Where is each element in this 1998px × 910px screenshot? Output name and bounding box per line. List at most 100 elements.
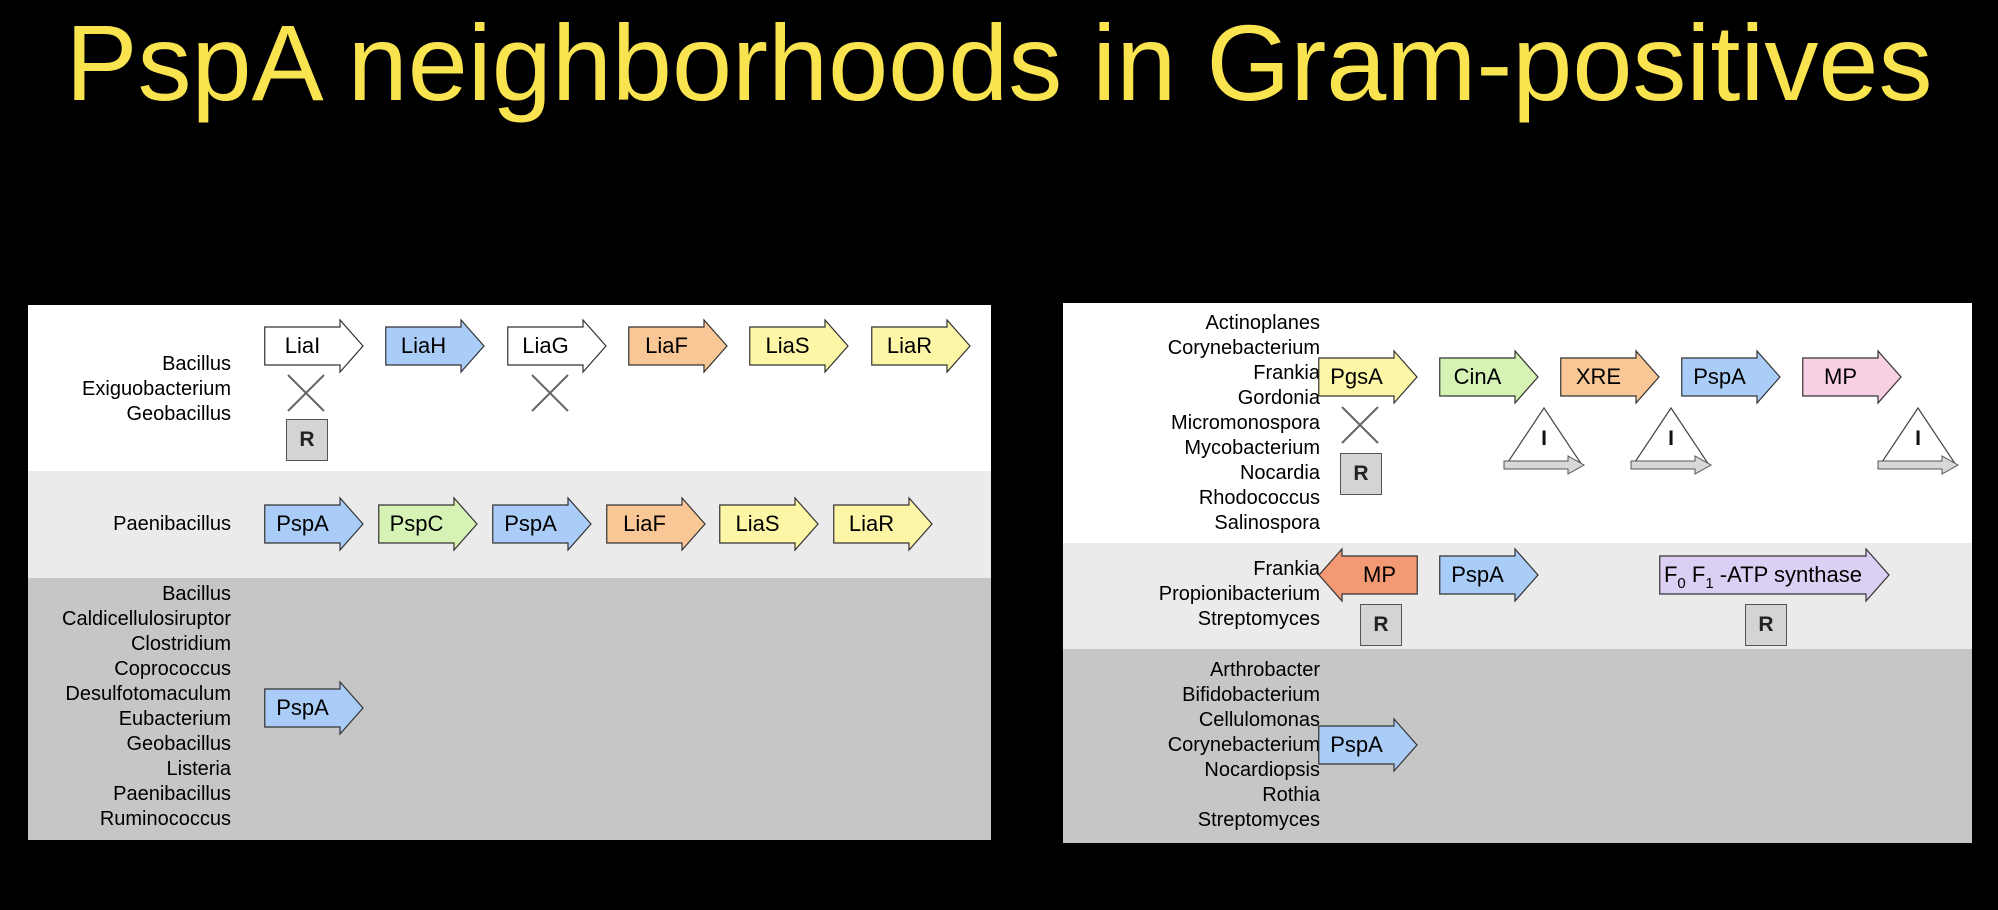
gene-arrow: PspA	[1681, 349, 1781, 405]
organism-list: Frankia Propionibacterium Streptomyces	[1159, 557, 1320, 632]
organism-name: Bacillus	[162, 583, 231, 605]
organism-name: Ruminococcus	[99, 808, 231, 830]
organism-name: Eubacterium	[118, 708, 231, 730]
organism-list: Actinoplanes Corynebacterium Frankia Gor…	[1168, 311, 1320, 536]
gene-label: LiaI	[284, 333, 321, 358]
gene-label: LiaR	[848, 511, 895, 536]
organism-list: Arthrobacter Bifidobacterium Cellulomona…	[1168, 658, 1320, 833]
gene-label: PspA	[504, 511, 557, 536]
gene-arrow: F0 F1 -ATP synthase	[1659, 547, 1890, 603]
gene-label-part: F	[1663, 562, 1678, 587]
gene-arrow: PspA	[264, 496, 364, 552]
organism-name: Streptomyces	[1197, 809, 1320, 831]
gene-label: LiaF	[645, 333, 688, 358]
gene-arrow: LiaR	[833, 496, 933, 552]
organism-name: Bacillus	[162, 353, 231, 375]
gene-label: MP	[1824, 364, 1857, 389]
gene-label: MP	[1363, 562, 1396, 587]
gene-arrow: LiaS	[719, 496, 819, 552]
gene-label-part: -ATP synthase	[1713, 562, 1863, 587]
gene-label: PspA	[1693, 364, 1746, 389]
insertion-triangle-icon: I	[1877, 406, 1962, 475]
gene-arrow: LiaG	[507, 318, 607, 374]
gene-label: CinA	[1453, 364, 1502, 389]
gene-label: LiaS	[765, 333, 810, 358]
organism-name: Streptomyces	[1197, 608, 1320, 630]
regulator-box: R	[286, 419, 328, 461]
organism-name: Geobacillus	[126, 403, 231, 425]
organism-name: Paenibacillus	[113, 783, 231, 805]
gene-arrow: LiaR	[871, 318, 971, 374]
organism-name: Nocardiopsis	[1204, 759, 1320, 781]
gene-label-subscript: 1	[1705, 575, 1714, 592]
organism-name: Nocardia	[1239, 462, 1320, 484]
gene-arrow: PgsA	[1318, 349, 1418, 405]
insertion-triangle-icon: I	[1503, 406, 1588, 475]
organism-name: Frankia	[1253, 362, 1320, 384]
panel-row: Arthrobacter Bifidobacterium Cellulomona…	[1063, 649, 1972, 843]
organism-list: Bacillus Caldicellulosiruptor Clostridiu…	[62, 582, 231, 832]
organism-name: Exiguobacterium	[82, 378, 231, 400]
gene-label: PspC	[389, 511, 444, 536]
gene-label: PspA	[276, 511, 329, 536]
insertion-triangle-icon: I	[1630, 406, 1715, 475]
regulator-box: R	[1360, 604, 1402, 646]
organism-name: Coprococcus	[114, 658, 231, 680]
gene-label: PspA	[276, 695, 329, 720]
organism-name: Corynebacterium	[1167, 337, 1320, 359]
gene-label: LiaH	[400, 333, 447, 358]
deletion-cross-icon	[1341, 406, 1379, 444]
gene-arrow: LiaH	[385, 318, 485, 374]
panel-row: Paenibacillus PspA PspC PspA LiaF LiaS L…	[28, 471, 991, 578]
panel-row: Frankia Propionibacterium Streptomyces M…	[1063, 543, 1972, 649]
deletion-cross-icon	[287, 374, 325, 412]
gene-arrow: PspA	[492, 496, 592, 552]
organism-name: Caldicellulosiruptor	[62, 608, 231, 630]
gene-label-part: F	[1685, 562, 1706, 587]
gene-arrow: PspA	[1439, 547, 1539, 603]
panel-row: Actinoplanes Corynebacterium Frankia Gor…	[1063, 303, 1972, 543]
gene-label: LiaG	[522, 333, 569, 358]
organism-name: Salinospora	[1214, 512, 1320, 534]
gene-label: XRE	[1575, 364, 1622, 389]
gene-label: PspA	[1330, 732, 1383, 757]
gene-label: F0 F1 -ATP synthase	[1659, 548, 1867, 602]
gene-label-subscript: 0	[1677, 575, 1686, 592]
organism-list: Bacillus Exiguobacterium Geobacillus	[82, 352, 231, 427]
insertion-label: I	[1668, 427, 1674, 450]
gene-arrow: LiaF	[606, 496, 706, 552]
gene-arrow: MP	[1802, 349, 1902, 405]
gene-arrow: CinA	[1439, 349, 1539, 405]
organism-name: Rhodococcus	[1198, 487, 1320, 509]
left-panel: Bacillus Exiguobacterium Geobacillus Lia…	[28, 305, 991, 840]
organism-name: Geobacillus	[126, 733, 231, 755]
gene-arrow: XRE	[1560, 349, 1660, 405]
organism-name: Paenibacillus	[113, 513, 231, 535]
slide-title: PspA neighborhoods in Gram-positives	[65, 2, 1933, 123]
right-panel: Actinoplanes Corynebacterium Frankia Gor…	[1063, 303, 1972, 843]
gene-arrow: LiaF	[628, 318, 728, 374]
organism-name: Rothia	[1262, 784, 1320, 806]
insertion-label: I	[1541, 427, 1547, 450]
gene-arrow: PspA	[1318, 717, 1418, 773]
gene-arrow: LiaI	[264, 318, 364, 374]
gene-arrow: MP	[1318, 547, 1418, 603]
organism-name: Desulfotomaculum	[65, 683, 231, 705]
organism-name: Listeria	[166, 758, 231, 780]
gene-label: PgsA	[1330, 364, 1383, 389]
regulator-box: R	[1745, 604, 1787, 646]
gene-arrow: PspC	[378, 496, 478, 552]
insertion-label: I	[1915, 427, 1921, 450]
organism-name: Cellulomonas	[1198, 709, 1320, 731]
gene-label: LiaR	[886, 333, 933, 358]
gene-arrow: LiaS	[749, 318, 849, 374]
organism-name: Bifidobacterium	[1182, 684, 1320, 706]
organism-name: Corynebacterium	[1167, 734, 1320, 756]
organism-name: Micromonospora	[1171, 412, 1320, 434]
organism-name: Mycobacterium	[1184, 437, 1320, 459]
organism-name: Gordonia	[1237, 387, 1320, 409]
gene-label: LiaF	[623, 511, 666, 536]
organism-name: Actinoplanes	[1205, 312, 1320, 334]
panel-row: Bacillus Exiguobacterium Geobacillus Lia…	[28, 305, 991, 471]
gene-arrow: PspA	[264, 680, 364, 736]
